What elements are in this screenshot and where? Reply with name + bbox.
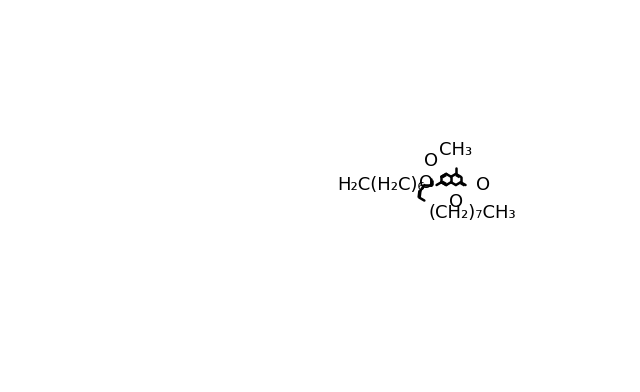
Text: O: O [419,174,433,192]
Text: (CH₂)₇CH₃: (CH₂)₇CH₃ [428,204,516,222]
Text: O: O [424,152,438,170]
Text: O: O [449,193,463,211]
Text: CH₃: CH₃ [439,141,472,159]
Text: O: O [476,176,490,194]
Text: H₂C(H₂C)₆: H₂C(H₂C)₆ [337,176,425,194]
